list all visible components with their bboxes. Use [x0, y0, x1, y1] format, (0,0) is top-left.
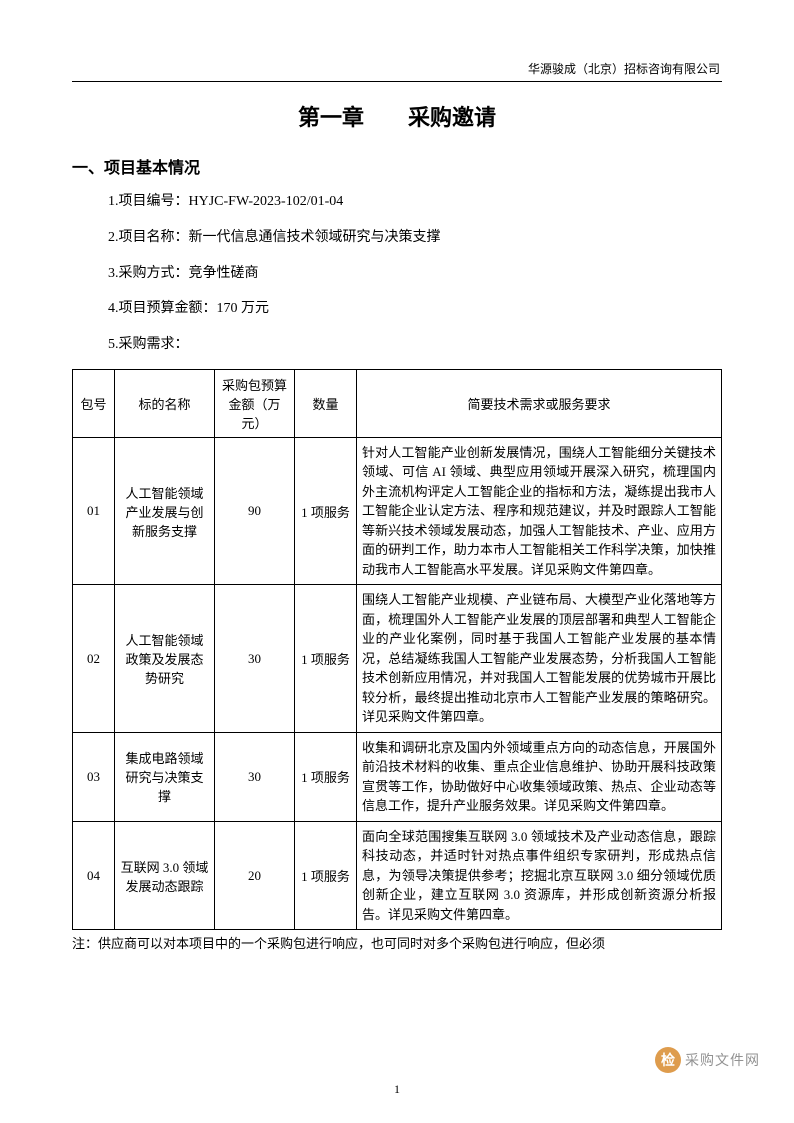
cell-pkg: 04 — [73, 821, 115, 930]
section1-title: 一、项目基本情况 — [72, 154, 722, 178]
table-row: 03 集成电路领域研究与决策支撑 30 1 项服务 收集和调研北京及国内外领域重… — [73, 732, 722, 821]
th-name: 标的名称 — [115, 369, 215, 437]
cell-name: 集成电路领域研究与决策支撑 — [115, 732, 215, 821]
cell-budget: 30 — [215, 585, 295, 733]
watermark: 检 采购文件网 — [655, 1047, 760, 1073]
chapter-title: 第一章 采购邀请 — [72, 100, 722, 132]
cell-budget: 30 — [215, 732, 295, 821]
info-item-2: 3.采购方式：竞争性磋商 — [108, 262, 722, 286]
cell-pkg: 03 — [73, 732, 115, 821]
cell-desc: 收集和调研北京及国内外领域重点方向的动态信息，开展国外前沿技术材料的收集、重点企… — [357, 732, 722, 821]
th-qty: 数量 — [295, 369, 357, 437]
cell-desc: 围绕人工智能产业规模、产业链布局、大模型产业化落地等方面，梳理国外人工智能产业发… — [357, 585, 722, 733]
info-item-1: 2.项目名称：新一代信息通信技术领域研究与决策支撑 — [108, 226, 722, 250]
cell-name: 人工智能领域产业发展与创新服务支撑 — [115, 437, 215, 585]
table-header-row: 包号 标的名称 采购包预算金额（万元） 数量 简要技术需求或服务要求 — [73, 369, 722, 437]
cell-desc: 针对人工智能产业创新发展情况，围绕人工智能细分关键技术领域、可信 AI 领域、典… — [357, 437, 722, 585]
th-budget: 采购包预算金额（万元） — [215, 369, 295, 437]
cell-qty: 1 项服务 — [295, 585, 357, 733]
page-number: 1 — [0, 1082, 794, 1097]
table-row: 04 互联网 3.0 领域发展动态跟踪 20 1 项服务 面向全球范围搜集互联网… — [73, 821, 722, 930]
info-item-3: 4.项目预算金额：170 万元 — [108, 297, 722, 321]
table-note: 注：供应商可以对本项目中的一个采购包进行响应，也可同时对多个采购包进行响应，但必… — [72, 934, 722, 954]
cell-name: 人工智能领域政策及发展态势研究 — [115, 585, 215, 733]
cell-pkg: 02 — [73, 585, 115, 733]
cell-budget: 20 — [215, 821, 295, 930]
watermark-logo-icon: 检 — [655, 1047, 681, 1073]
cell-qty: 1 项服务 — [295, 437, 357, 585]
header-company: 华源骏成（北京）招标咨询有限公司 — [72, 60, 722, 77]
header-rule — [72, 81, 722, 82]
cell-qty: 1 项服务 — [295, 821, 357, 930]
info-item-0: 1.项目编号：HYJC-FW-2023-102/01-04 — [108, 190, 722, 214]
info-item-4: 5.采购需求： — [108, 333, 722, 357]
cell-desc: 面向全球范围搜集互联网 3.0 领域技术及产业动态信息，跟踪科技动态，并适时针对… — [357, 821, 722, 930]
th-desc: 简要技术需求或服务要求 — [357, 369, 722, 437]
table-row: 01 人工智能领域产业发展与创新服务支撑 90 1 项服务 针对人工智能产业创新… — [73, 437, 722, 585]
cell-name: 互联网 3.0 领域发展动态跟踪 — [115, 821, 215, 930]
requirements-table: 包号 标的名称 采购包预算金额（万元） 数量 简要技术需求或服务要求 01 人工… — [72, 369, 722, 931]
watermark-text: 采购文件网 — [685, 1050, 760, 1070]
table-row: 02 人工智能领域政策及发展态势研究 30 1 项服务 围绕人工智能产业规模、产… — [73, 585, 722, 733]
th-pkg: 包号 — [73, 369, 115, 437]
cell-budget: 90 — [215, 437, 295, 585]
cell-pkg: 01 — [73, 437, 115, 585]
cell-qty: 1 项服务 — [295, 732, 357, 821]
